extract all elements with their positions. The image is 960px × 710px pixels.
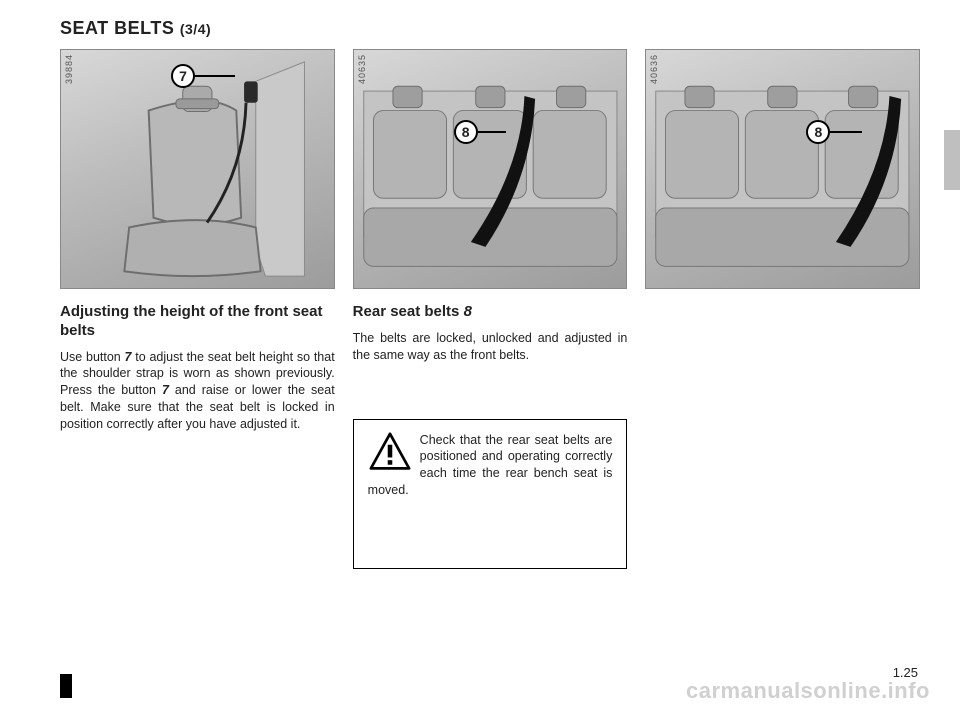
rear-seat-a-illustration [354, 50, 627, 288]
column-right: 40636 8 [645, 49, 920, 569]
figure-rear-seat-b: 40636 8 [645, 49, 920, 289]
callout-7-leader [195, 75, 235, 77]
body-adjust-height: Use button 7 to adjust the seat belt hei… [60, 349, 335, 433]
body-pre: Use button [60, 350, 125, 364]
rear-seat-b-illustration [646, 50, 919, 288]
callout-8b-label: 8 [806, 120, 830, 144]
body-rear-belts: The belts are locked, unlocked and adjus… [353, 330, 628, 364]
callout-8a-label: 8 [454, 120, 478, 144]
callout-8a-leader [478, 131, 506, 133]
column-left: 39884 7 Adjusting the height of the fron… [60, 49, 335, 569]
heading-rear-pre: Rear seat belts [353, 303, 464, 320]
column-center: 40635 8 Rear seat bel [353, 49, 628, 569]
thumb-index-tab [944, 130, 960, 190]
callout-7: 7 [171, 64, 235, 88]
warning-icon [368, 432, 412, 472]
body-ref-7b: 7 [162, 383, 169, 397]
content-columns: 39884 7 Adjusting the height of the fron… [60, 49, 920, 569]
heading-rear-ref: 8 [464, 303, 472, 320]
title-main: SEAT BELTS [60, 18, 174, 38]
figure-front-seat: 39884 7 [60, 49, 335, 289]
watermark: carmanualsonline.info [686, 678, 930, 704]
callout-8b: 8 [806, 120, 862, 144]
heading-rear-belts: Rear seat belts 8 [353, 303, 628, 322]
footer-mark [60, 674, 72, 698]
callout-8b-leader [830, 131, 862, 133]
figure-rear-seat-a: 40635 8 [353, 49, 628, 289]
warning-box: Check that the rear seat belts are posit… [353, 419, 628, 569]
heading-adjust-height: Adjusting the height of the front seat b… [60, 303, 335, 341]
page-title: SEAT BELTS (3/4) [60, 18, 920, 39]
manual-page: SEAT BELTS (3/4) 39884 7 [0, 0, 960, 710]
title-sub: (3/4) [180, 21, 211, 37]
callout-7-label: 7 [171, 64, 195, 88]
callout-8a: 8 [454, 120, 506, 144]
